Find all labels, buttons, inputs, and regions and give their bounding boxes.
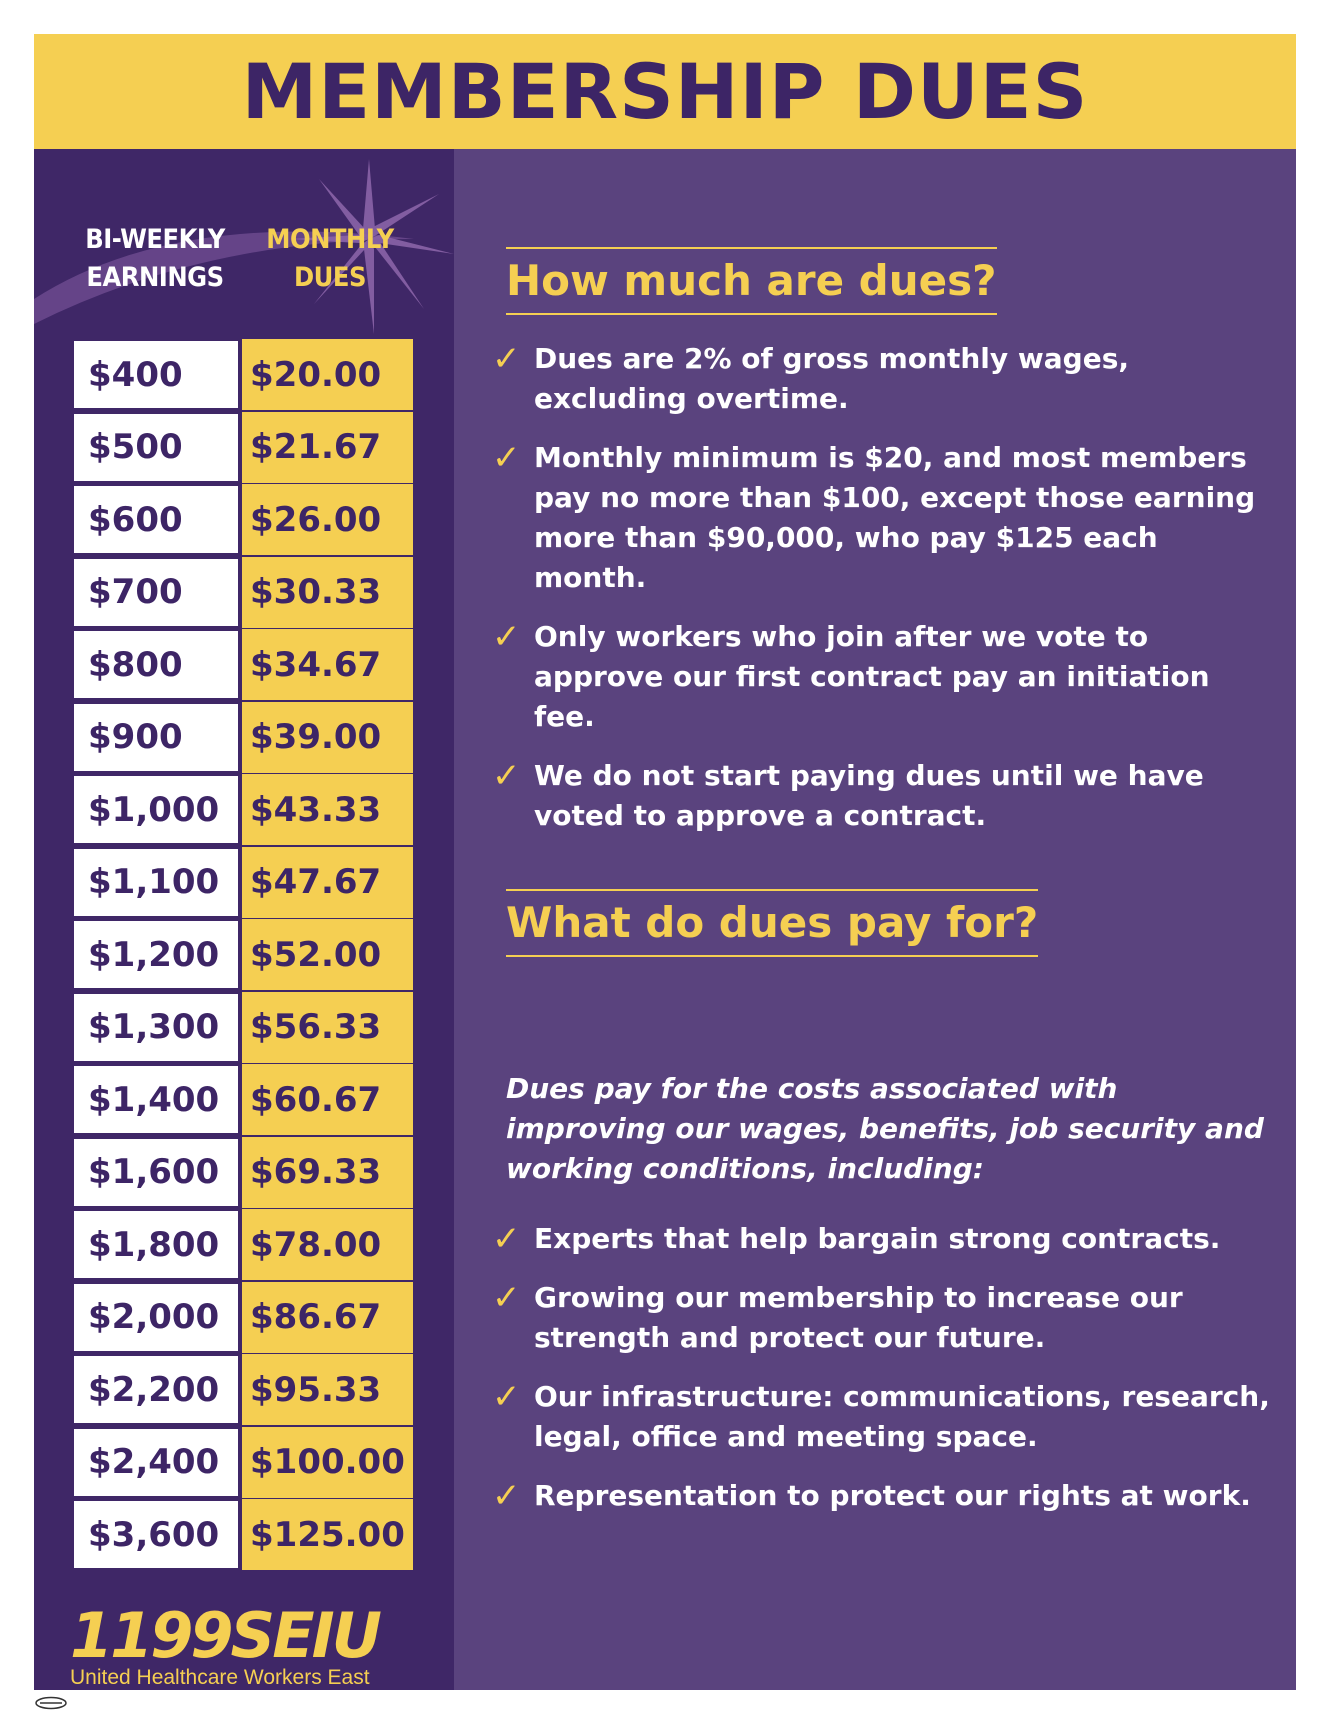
dues-table: $400 $20.00 $500 $21.67 $600 $26.00 $700 $30.33… bbox=[72, 339, 413, 1572]
bullet-text: Representation to protect our rights at … bbox=[534, 1479, 1251, 1512]
earnings-cell: $1,800 bbox=[72, 1209, 240, 1280]
dues-cell: $21.67 bbox=[242, 411, 413, 483]
table-row: $2,200 $95.33 bbox=[72, 1354, 413, 1425]
dues-cell: $125.00 bbox=[242, 1499, 413, 1570]
dues-cell: $69.33 bbox=[242, 1136, 413, 1208]
list-item: ✓ Growing our membership to increase our … bbox=[492, 1278, 1272, 1358]
earnings-cell: $1,200 bbox=[72, 919, 240, 990]
dues-cell: $95.33 bbox=[242, 1354, 413, 1425]
list-item: ✓ We do not start paying dues until we ha… bbox=[492, 756, 1272, 836]
list-item: ✓ Representation to protect our rights at… bbox=[492, 1476, 1272, 1516]
table-row: $1,300 $56.33 bbox=[72, 991, 413, 1063]
title-banner: MEMBERSHIP DUES bbox=[34, 34, 1296, 149]
dues-cell: $34.67 bbox=[242, 629, 413, 700]
earnings-cell: $1,100 bbox=[72, 846, 240, 918]
what-for-intro: Dues pay for the costs associated with i… bbox=[506, 1072, 1264, 1185]
earnings-cell: $1,300 bbox=[72, 991, 240, 1063]
table-row: $1,200 $52.00 bbox=[72, 919, 413, 990]
earnings-cell: $2,200 bbox=[72, 1354, 240, 1425]
dues-cell: $26.00 bbox=[242, 484, 413, 555]
dues-table-panel: BI-WEEKLY EARNINGS MONTHLY DUES $400 $20.… bbox=[34, 149, 454, 1690]
dues-cell: $100.00 bbox=[242, 1426, 413, 1498]
earnings-cell: $800 bbox=[72, 629, 240, 700]
earnings-cell: $3,600 bbox=[72, 1499, 240, 1570]
dues-cell: $20.00 bbox=[242, 339, 413, 410]
checkmark-icon: ✓ bbox=[492, 438, 521, 478]
checkmark-icon: ✓ bbox=[492, 339, 521, 379]
dues-cell: $52.00 bbox=[242, 919, 413, 990]
table-row: $1,400 $60.67 bbox=[72, 1064, 413, 1135]
earnings-cell: $400 bbox=[72, 339, 240, 410]
earnings-cell: $1,600 bbox=[72, 1136, 240, 1208]
checkmark-icon: ✓ bbox=[492, 617, 521, 657]
earnings-cell: $500 bbox=[72, 411, 240, 483]
section-title: How much are dues? bbox=[506, 256, 997, 305]
dues-cell: $78.00 bbox=[242, 1209, 413, 1280]
checkmark-icon: ✓ bbox=[492, 1278, 521, 1318]
section-title: What do dues pay for? bbox=[506, 898, 1039, 947]
table-row: $600 $26.00 bbox=[72, 484, 413, 555]
checkmark-icon: ✓ bbox=[492, 1476, 521, 1516]
table-row: $2,400 $100.00 bbox=[72, 1426, 413, 1498]
table-row: $700 $30.33 bbox=[72, 556, 413, 628]
dues-cell: $47.67 bbox=[242, 846, 413, 918]
logo-wordmark: 1199SEIU bbox=[70, 1599, 382, 1672]
what-for-bullets: ✓ Experts that help bargain strong contra… bbox=[492, 1219, 1272, 1535]
dues-cell: $39.00 bbox=[242, 701, 413, 773]
bullet-text: Experts that help bargain strong contrac… bbox=[534, 1222, 1221, 1255]
bullet-text: Monthly minimum is $20, and most members… bbox=[534, 441, 1256, 594]
section-heading-what-for: What do dues pay for? bbox=[506, 889, 1039, 957]
earnings-cell: $700 bbox=[72, 556, 240, 628]
earnings-column-header: BI-WEEKLY EARNINGS bbox=[85, 224, 225, 293]
how-much-bullets: ✓ Dues are 2% of gross monthly wages, exc… bbox=[492, 339, 1272, 855]
table-row: $1,600 $69.33 bbox=[72, 1136, 413, 1208]
bullet-text: We do not start paying dues until we hav… bbox=[534, 759, 1204, 832]
union-bug-icon bbox=[35, 1696, 67, 1710]
table-row: $3,600 $125.00 bbox=[72, 1499, 413, 1570]
bullet-text: Dues are 2% of gross monthly wages, excl… bbox=[534, 342, 1129, 415]
checkmark-icon: ✓ bbox=[492, 1377, 521, 1417]
table-row: $1,800 $78.00 bbox=[72, 1209, 413, 1280]
dues-cell: $86.67 bbox=[242, 1281, 413, 1353]
dues-cell: $30.33 bbox=[242, 556, 413, 628]
table-row: $500 $21.67 bbox=[72, 411, 413, 483]
bullet-text: Only workers who join after we vote to a… bbox=[534, 620, 1210, 733]
earnings-cell: $900 bbox=[72, 701, 240, 773]
section-heading-how-much: How much are dues? bbox=[506, 247, 997, 315]
checkmark-icon: ✓ bbox=[492, 756, 521, 796]
dues-column-header: MONTHLY DUES bbox=[266, 224, 394, 293]
logo-subtitle: United Healthcare Workers East bbox=[70, 1666, 370, 1689]
list-item: ✓ Our infrastructure: communications, res… bbox=[492, 1377, 1272, 1457]
earnings-cell: $1,400 bbox=[72, 1064, 240, 1135]
dues-cell: $43.33 bbox=[242, 774, 413, 845]
table-row: $1,000 $43.33 bbox=[72, 774, 413, 845]
list-item: ✓ Experts that help bargain strong contra… bbox=[492, 1219, 1272, 1259]
earnings-cell: $2,400 bbox=[72, 1426, 240, 1498]
table-row: $800 $34.67 bbox=[72, 629, 413, 700]
bullet-text: Our infrastructure: communications, rese… bbox=[534, 1380, 1270, 1453]
starburst-icon bbox=[34, 159, 454, 334]
list-item: ✓ Only workers who join after we vote to … bbox=[492, 617, 1272, 737]
checkmark-icon: ✓ bbox=[492, 1219, 521, 1259]
union-logo: 1199SEIU United Healthcare Workers East bbox=[70, 1599, 382, 1690]
table-row: $900 $39.00 bbox=[72, 701, 413, 773]
table-row: $2,000 $86.67 bbox=[72, 1281, 413, 1353]
page-title: MEMBERSHIP DUES bbox=[241, 47, 1089, 136]
table-row: $400 $20.00 bbox=[72, 339, 413, 410]
table-row: $1,100 $47.67 bbox=[72, 846, 413, 918]
earnings-cell: $2,000 bbox=[72, 1281, 240, 1353]
list-item: ✓ Dues are 2% of gross monthly wages, exc… bbox=[492, 339, 1272, 419]
dues-cell: $60.67 bbox=[242, 1064, 413, 1135]
info-panel: How much are dues? ✓ Dues are 2% of gross… bbox=[454, 149, 1296, 1690]
earnings-cell: $600 bbox=[72, 484, 240, 555]
dues-cell: $56.33 bbox=[242, 991, 413, 1063]
list-item: ✓ Monthly minimum is $20, and most member… bbox=[492, 438, 1272, 598]
earnings-cell: $1,000 bbox=[72, 774, 240, 845]
bullet-text: Growing our membership to increase our s… bbox=[534, 1281, 1183, 1354]
poster: MEMBERSHIP DUES BI-WEEKLY EARNINGS MONTH… bbox=[34, 34, 1296, 1690]
